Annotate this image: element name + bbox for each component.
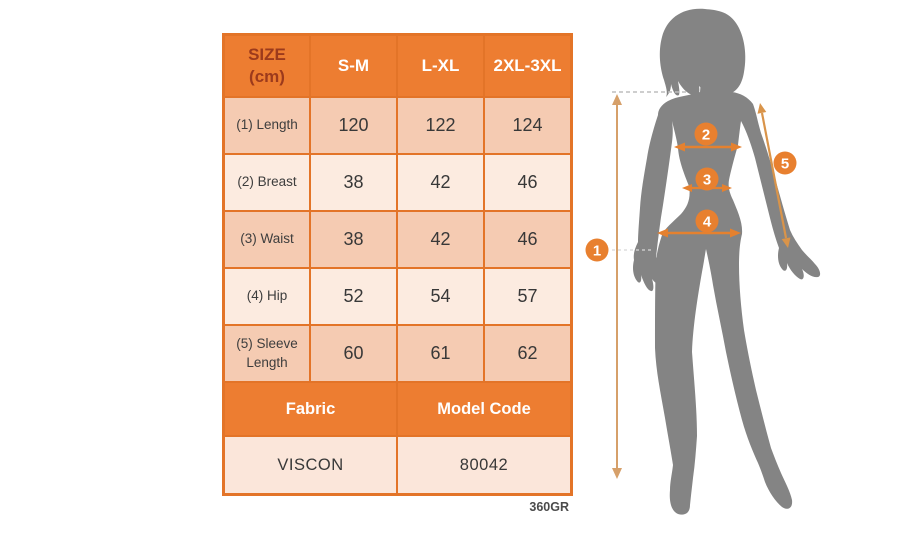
hip-sm: 52 [311, 269, 396, 324]
model-code-header: Model Code [398, 383, 570, 435]
svg-text:5: 5 [781, 156, 789, 173]
breast-sm: 38 [311, 155, 396, 210]
sleeve-arrow [757, 103, 791, 248]
length-arrow [612, 94, 622, 479]
marker-2-badge: 2 [694, 122, 718, 146]
length-sm: 120 [311, 98, 396, 153]
hip-lxl: 54 [398, 269, 483, 324]
sleeve-2xl3xl: 62 [485, 326, 570, 381]
waist-lxl: 42 [398, 212, 483, 267]
length-lxl: 122 [398, 98, 483, 153]
fabric-value: VISCON [225, 437, 396, 493]
model-code-value: 80042 [398, 437, 570, 493]
column-header-lxl: L-XL [398, 36, 483, 96]
waist-sm: 38 [311, 212, 396, 267]
row-label-breast: (2) Breast [225, 155, 309, 210]
column-header-2xl3xl: 2XL-3XL [485, 36, 570, 96]
marker-1-badge: 1 [585, 238, 609, 262]
female-silhouette-body [633, 80, 821, 515]
svg-text:1: 1 [593, 243, 601, 260]
row-label-hip: (4) Hip [225, 269, 309, 324]
size-unit-label: SIZE (cm) [248, 44, 286, 86]
waist-2xl3xl: 46 [485, 212, 570, 267]
marker-5-badge: 5 [773, 151, 797, 175]
breast-2xl3xl: 46 [485, 155, 570, 210]
female-silhouette-hair [659, 8, 746, 97]
marker-4-badge: 4 [695, 209, 719, 233]
hip-2xl3xl: 57 [485, 269, 570, 324]
breast-arrow [674, 142, 742, 152]
svg-text:2: 2 [702, 127, 710, 144]
row-label-sleeve-length: (5) Sleeve Length [225, 326, 309, 381]
fabric-header: Fabric [225, 383, 396, 435]
length-2xl3xl: 124 [485, 98, 570, 153]
svg-text:4: 4 [703, 214, 712, 231]
column-header-sm: S-M [311, 36, 396, 96]
row-label-length: (1) Length [225, 98, 309, 153]
sleeve-sm: 60 [311, 326, 396, 381]
sleeve-lxl: 61 [398, 326, 483, 381]
row-label-waist: (3) Waist [225, 212, 309, 267]
measurement-figure: 1 2 3 4 5 [585, 0, 835, 550]
hip-arrow [657, 228, 741, 238]
size-table: SIZE (cm) S-M L-XL 2XL-3XL (1) Length 120… [222, 33, 573, 496]
svg-text:3: 3 [703, 172, 711, 189]
fabric-weight-note: 360GR [529, 500, 569, 514]
breast-lxl: 42 [398, 155, 483, 210]
size-unit-header: SIZE (cm) [225, 36, 309, 96]
marker-3-badge: 3 [695, 167, 719, 191]
